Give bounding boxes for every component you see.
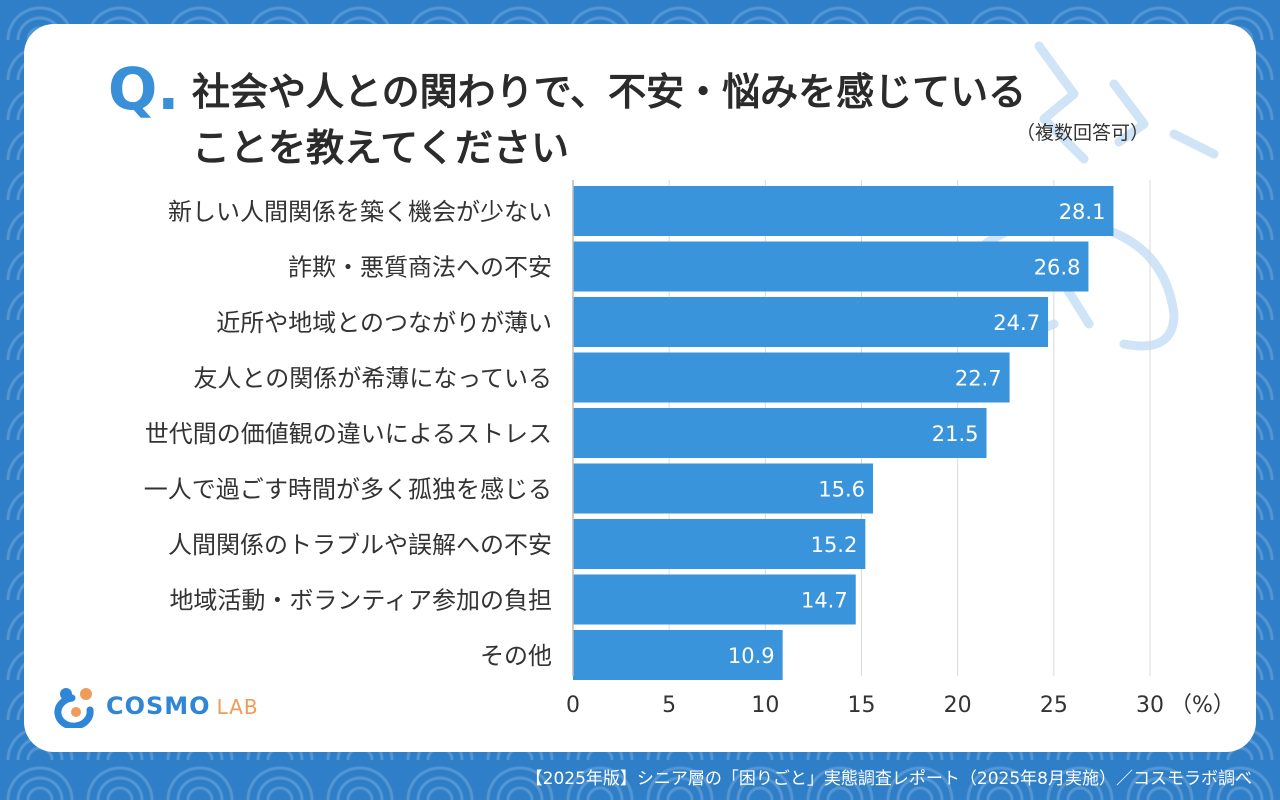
bar-value-label-1: 26.8 xyxy=(1034,256,1081,280)
bar-1 xyxy=(573,241,1089,292)
logo-wordmark: COSMO LAB xyxy=(106,692,259,720)
x-tick-label-25: 25 xyxy=(1040,693,1068,718)
x-tick-label-30: 30 xyxy=(1136,693,1164,718)
page-title: 社会や人との関わりで、不安・悩みを感じている ことを教えてください xyxy=(192,64,1172,176)
x-tick-label-20: 20 xyxy=(944,693,972,718)
title-line-2: ことを教えてください xyxy=(192,126,569,170)
bar-5 xyxy=(573,463,874,514)
bar-chart: 28.1 新しい人間関係を築く機会が少ない 26.8 詐欺・悪質商法への不安 24.7 近… xyxy=(144,180,1235,718)
bar-6 xyxy=(573,519,866,569)
chart-card: Q. 社会や人との関わりで、不安・悩みを感じている ことを教えてください （複数… xyxy=(24,24,1256,752)
category-label-4: 世代間の価値観の違いによるストレス xyxy=(145,420,552,448)
logo-mark-icon xyxy=(54,688,94,730)
bar-value-label-2: 24.7 xyxy=(993,311,1040,335)
category-label-2: 近所や地域とのつながりが薄い xyxy=(216,309,552,337)
category-label-6: 人間関係のトラブルや誤解への不安 xyxy=(168,531,552,559)
category-label-1: 詐欺・悪質商法への不安 xyxy=(288,254,552,282)
bar-8 xyxy=(573,630,783,680)
bar-value-label-0: 28.1 xyxy=(1059,200,1106,224)
category-label-3: 友人との関係が希薄になっている xyxy=(193,365,552,393)
bar-value-label-3: 22.7 xyxy=(955,367,1002,391)
title-line-1: 社会や人との関わりで、不安・悩みを感じている xyxy=(192,70,1027,114)
category-label-0: 新しい人間関係を築く機会が少ない xyxy=(168,198,552,226)
x-tick-label-15: 15 xyxy=(848,693,876,718)
cosmo-lab-logo: COSMO LAB xyxy=(50,684,258,730)
bar-value-label-7: 14.7 xyxy=(801,589,848,613)
bar-value-label-5: 15.6 xyxy=(818,478,865,502)
bar-value-label-6: 15.2 xyxy=(811,533,858,557)
multiple-answer-note: （複数回答可） xyxy=(1016,122,1150,144)
source-footer: 【2025年版】シニア層の「困りごと」実態調査レポート（2025年8月実施）／コ… xyxy=(525,769,1252,789)
bar-value-label-8: 10.9 xyxy=(728,644,775,668)
logo-suffix: LAB xyxy=(216,695,259,719)
category-label-5: 一人で過ごす時間が多く孤独を感じる xyxy=(144,476,552,504)
x-tick-label-10: 10 xyxy=(751,693,779,718)
logo-name: COSMO xyxy=(106,692,211,720)
bar-value-label-4: 21.5 xyxy=(932,422,979,446)
question-mark-label: Q. xyxy=(108,55,180,123)
x-tick-label-0: 0 xyxy=(566,693,580,718)
x-tick-label-5: 5 xyxy=(662,693,676,718)
bar-7 xyxy=(573,574,856,625)
category-label-7: 地域活動・ボランティア参加の負担 xyxy=(169,587,552,615)
category-label-8: その他 xyxy=(480,642,552,670)
x-axis-unit-label: （%） xyxy=(1170,693,1235,718)
bar-3 xyxy=(573,352,1010,403)
bar-4 xyxy=(573,408,987,458)
bar-0 xyxy=(573,186,1114,236)
bar-2 xyxy=(573,297,1049,347)
